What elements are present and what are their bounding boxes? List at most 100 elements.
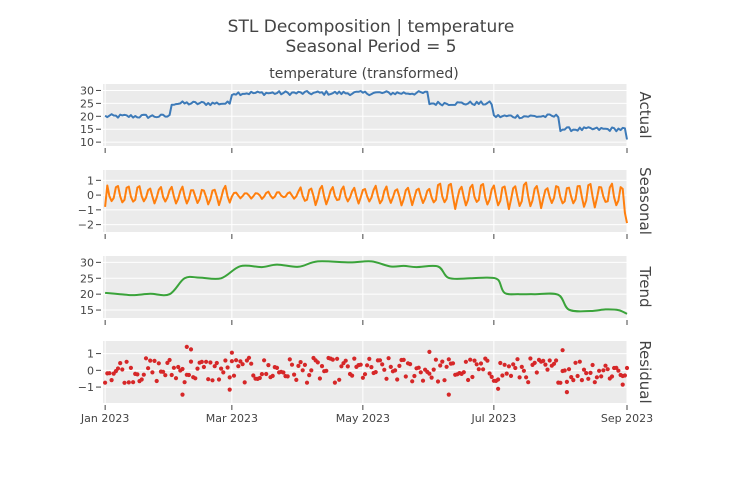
panel-label-actual: Actual <box>636 92 654 139</box>
residual-point <box>171 365 176 370</box>
residual-point <box>554 358 559 363</box>
residual-point <box>146 366 151 371</box>
panel-label-trend: Trend <box>636 265 654 307</box>
residual-point <box>152 358 157 363</box>
residual-point <box>408 362 413 367</box>
residual-point <box>266 363 271 368</box>
residual-point <box>246 355 252 360</box>
residual-point <box>410 379 415 384</box>
residual-point <box>511 362 516 367</box>
residual-point <box>431 367 436 372</box>
residual-point <box>393 368 398 373</box>
residual-point <box>270 373 275 378</box>
residual-point <box>446 357 451 362</box>
residual-point <box>350 373 355 378</box>
residual-point <box>571 378 576 383</box>
residual-point <box>300 368 305 373</box>
residual-point <box>489 374 494 379</box>
residual-point <box>616 368 621 373</box>
residual-point <box>515 357 520 362</box>
residual-point <box>588 370 593 375</box>
residual-point <box>412 373 417 379</box>
series-line-trend <box>105 260 628 315</box>
residual-point <box>369 365 374 370</box>
residual-point <box>212 364 217 369</box>
residual-point <box>382 367 387 372</box>
residual-point <box>562 368 567 373</box>
residual-point <box>236 364 241 369</box>
residual-point <box>461 370 466 375</box>
residual-point <box>199 359 204 364</box>
residual-point <box>257 375 262 381</box>
residual-point <box>362 372 368 377</box>
residual-point <box>395 377 400 382</box>
residual-point <box>427 371 432 376</box>
residual-point <box>545 367 550 372</box>
residual-point <box>309 368 314 373</box>
residual-point <box>360 375 365 380</box>
series-line-actual <box>104 90 628 140</box>
residual-point <box>534 370 539 375</box>
panel-trend: 15 20 25 30 Trend <box>80 256 654 325</box>
residual-point <box>609 374 615 379</box>
residual-point <box>496 386 501 391</box>
chart-title-line-2: Seasonal Period = 5 <box>285 37 456 57</box>
residual-point <box>433 357 438 362</box>
y-tick-label: 20 <box>80 288 94 301</box>
y-tick-label: 0 <box>87 189 94 202</box>
residual-point <box>380 362 385 367</box>
residual-point <box>109 378 114 383</box>
x-tick-label: May 2023 <box>336 412 390 425</box>
residual-point <box>541 358 546 363</box>
panel-label-seasonal: Seasonal <box>636 167 654 235</box>
residual-point <box>229 350 234 355</box>
residual-point <box>335 356 340 361</box>
residual-point <box>204 359 209 364</box>
residual-point <box>528 356 533 361</box>
residual-point <box>184 344 189 349</box>
residual-point <box>274 365 280 370</box>
residual-point <box>214 360 219 366</box>
residual-point <box>590 362 595 368</box>
residual-point <box>498 360 503 366</box>
residual-point <box>478 361 484 366</box>
y-tick-label: 15 <box>80 304 94 317</box>
residual-point <box>292 372 297 377</box>
residual-point <box>365 363 370 368</box>
residual-point <box>367 356 372 361</box>
residual-point <box>103 380 108 385</box>
residual-point <box>330 357 335 362</box>
residual-point <box>223 358 228 363</box>
residual-point <box>594 375 600 380</box>
residual-point <box>141 372 146 377</box>
residual-point <box>386 356 391 361</box>
residual-point <box>154 378 159 384</box>
residual-point <box>377 358 383 363</box>
residual-point <box>577 359 582 364</box>
panel-residual: −1 0 1 Residual <box>78 340 654 410</box>
residual-point <box>231 373 237 378</box>
y-tick-label: 1 <box>87 348 94 361</box>
residual-point <box>210 378 215 383</box>
residual-point <box>579 378 585 383</box>
residual-point <box>229 359 234 364</box>
residual-point <box>161 369 166 374</box>
residual-point <box>592 380 597 385</box>
residual-point <box>188 359 194 364</box>
residual-point <box>249 361 254 366</box>
y-tick-label: 25 <box>80 272 94 285</box>
residual-point <box>487 371 492 376</box>
residual-point <box>317 376 322 381</box>
residual-point <box>435 379 441 384</box>
residual-point <box>584 371 589 376</box>
residual-point <box>474 362 479 367</box>
residual-point <box>139 377 144 382</box>
residual-point <box>397 363 402 368</box>
residual-point <box>575 373 580 379</box>
y-tick-label: 30 <box>80 256 94 269</box>
residual-point <box>622 373 628 378</box>
residual-point <box>500 373 505 378</box>
